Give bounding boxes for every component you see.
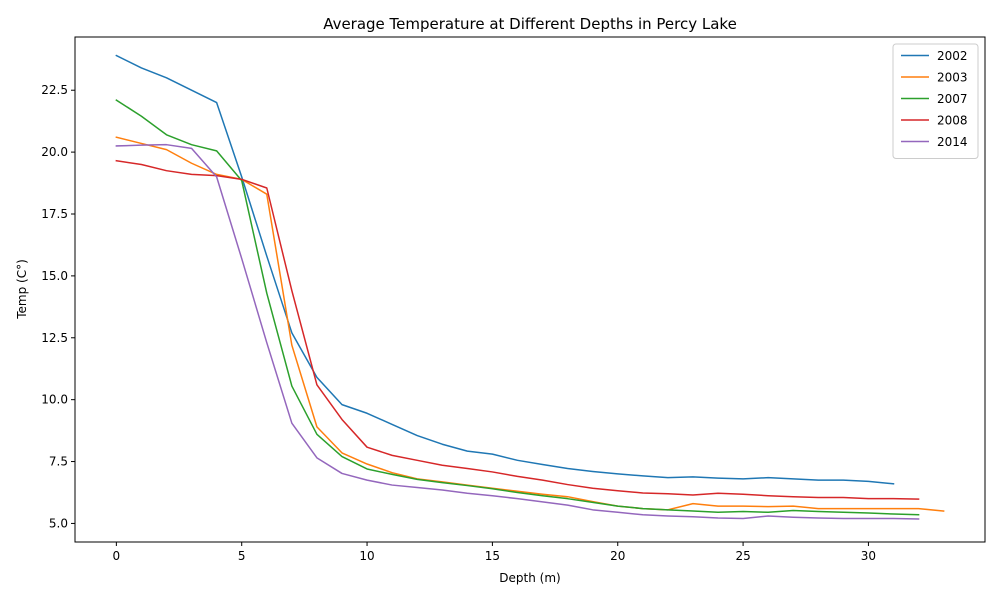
y-tick-label: 12.5	[41, 331, 68, 345]
series-layer	[115, 54, 945, 520]
y-tick-label: 7.5	[49, 455, 68, 469]
legend-label-2014: 2014	[937, 135, 968, 149]
series-line-2008	[115, 159, 920, 500]
series-line-2002	[115, 54, 895, 485]
x-tick-label: 5	[238, 549, 246, 563]
legend: 2002 2003 2007 2008 2014	[892, 43, 979, 159]
series-line-2014	[115, 143, 920, 520]
x-tick-label: 10	[359, 549, 374, 563]
y-tick-label: 15.0	[41, 269, 68, 283]
legend-box	[892, 43, 979, 159]
legend-label-2008: 2008	[937, 114, 968, 128]
y-tick-label: 5.0	[49, 516, 68, 530]
y-tick-label: 10.0	[41, 393, 68, 407]
y-axis: 5.0 7.5 10.0 12.5 15.0 17.5 20.0 22.5	[41, 83, 75, 530]
y-tick-label: 20.0	[41, 145, 68, 159]
series-line-2003	[115, 136, 945, 512]
x-tick-label: 20	[610, 549, 625, 563]
x-tick-label: 30	[861, 549, 876, 563]
legend-label-2007: 2007	[937, 92, 968, 106]
x-tick-label: 0	[113, 549, 121, 563]
series-line-2007	[115, 99, 920, 516]
x-axis-title: Depth (m)	[499, 571, 560, 585]
y-tick-label: 22.5	[41, 83, 68, 97]
x-tick-label: 25	[735, 549, 750, 563]
x-tick-label: 15	[485, 549, 500, 563]
chart-title: Average Temperature at Different Depths …	[323, 15, 737, 33]
legend-label-2003: 2003	[937, 71, 968, 85]
y-tick-label: 17.5	[41, 207, 68, 221]
x-axis: 0 5 10 15 20 25 30	[113, 542, 876, 563]
y-axis-title: Temp (C°)	[15, 259, 29, 320]
plot-frame	[74, 36, 986, 543]
legend-label-2002: 2002	[937, 49, 968, 63]
